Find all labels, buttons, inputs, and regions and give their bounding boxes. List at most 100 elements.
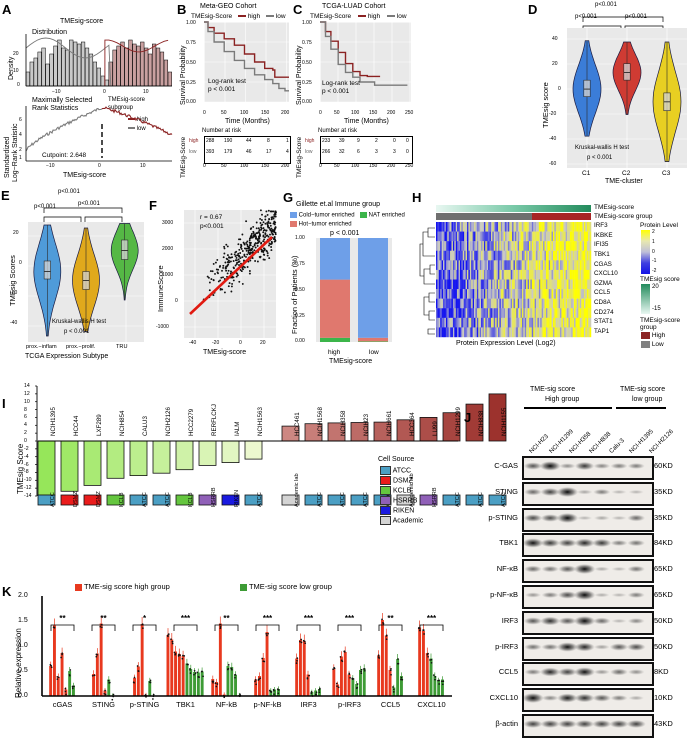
panel-g-ytick: 0.50 — [295, 287, 305, 293]
panel-b-risk-xtick: 0 — [203, 163, 206, 169]
panel-b-legend-high: high — [238, 13, 260, 20]
panel-j-blot-row: C-GAS 60KD — [460, 456, 700, 480]
panel-f-ytick: 2000 — [162, 246, 174, 252]
panel-a-rank-ytick-2: 2 — [19, 147, 22, 153]
panel-c-legend-low-label: low — [396, 13, 407, 20]
panel-h-heatmap — [436, 222, 592, 338]
panel-a: A TMEsig-score Distribution Density 0 10… — [0, 0, 175, 185]
panel-b-risk-xtick: 100 — [240, 163, 249, 169]
panel-f-ytick: -1000 — [156, 324, 169, 330]
panel-i-source-label: RIKEN — [233, 489, 240, 507]
panel-c-xtick: 200 — [387, 110, 396, 116]
panel-j-lane-label: NCI-H23 — [528, 432, 550, 455]
panel-j-mw-label: 43KD — [654, 719, 673, 728]
panel-k: K TME-sig score high group TME-sig score… — [0, 560, 460, 742]
panel-j-protein-label: CCL5 — [498, 667, 518, 677]
panel-b-risk-cell: 190 — [224, 138, 233, 144]
panel-b-risk-cell: 44 — [246, 138, 252, 144]
panel-i-ytick: 12 — [24, 390, 30, 397]
panel-e-xtick-0: prox.−inflam — [26, 344, 57, 350]
panel-j-group-low-1: TME-sig score — [620, 386, 666, 393]
k-low-swatch — [240, 583, 247, 591]
panel-d-ytick: 20 — [552, 61, 558, 67]
panel-b-ytick-000: 0.00 — [186, 99, 196, 105]
panel-j-protein-label: IRF3 — [501, 615, 518, 625]
panel-i-ytick: -4 — [24, 453, 29, 460]
panel-g: G Gillette et.al Immune group Cold−tumor… — [282, 186, 410, 368]
hot-swatch — [290, 221, 297, 227]
panel-i-legend-item-label: Academic — [392, 517, 424, 525]
panel-h: H TMEsig-score TMEsig-score group IRF3 IK… — [410, 186, 700, 368]
panel-k-significance-marker: ** — [387, 614, 394, 623]
panel-i-cellline-label: NCIH661 — [385, 410, 393, 436]
panel-c-risk-cell: 233 — [322, 138, 331, 144]
panel-k-significance-bracket — [91, 624, 116, 631]
source-swatch — [380, 466, 391, 475]
panel-a-ylabel-1: Standardized — [4, 136, 11, 178]
panel-a-legend-low-label: low — [136, 126, 146, 132]
panel-b-risk-row-low-label: low — [189, 149, 197, 155]
panel-h-legend-score-tick: 20 — [652, 284, 659, 290]
panel-c-km-plot — [320, 21, 411, 103]
panel-i-source-label: DSMZ — [95, 491, 102, 507]
panel-a-ylabel-2: Log−Rank Statistic — [12, 123, 19, 182]
panel-k-legend-low: TME-sig score low group — [240, 582, 332, 591]
panel-k-significance-bracket — [419, 624, 444, 631]
panel-k-ytick: 0.0 — [18, 692, 28, 699]
panel-c-xtick: 250 — [405, 110, 414, 116]
panel-g-legend-nat-label: NAT enriched — [368, 212, 405, 219]
panel-j-blot-image — [522, 559, 654, 584]
panel-j-blot-row: STING 35KD — [460, 481, 700, 506]
panel-i-cellline-label: HCC44 — [72, 415, 80, 436]
panel-i-source-label: ATCC — [362, 492, 369, 507]
panel-j-blot-row: p-IRF3 50KD — [460, 636, 700, 661]
panel-j-label: J — [464, 410, 472, 425]
panel-j-protein-label: C-GAS — [494, 461, 518, 470]
panel-b-risk-cell: 1 — [286, 138, 289, 144]
panel-j-group-low-rule — [616, 407, 666, 409]
panel-h-gene-label: IKBKE — [594, 231, 613, 239]
panel-h-legend-group-title-1: TMEsig-score — [640, 317, 681, 324]
panel-b-test-2: p < 0.001 — [208, 86, 236, 93]
panel-d-label: D — [528, 2, 538, 17]
panel-i-ytick: 14 — [24, 383, 30, 389]
panel-h-anno-label-score: TMEsig-score — [594, 204, 635, 211]
panel-k-significance-marker: *** — [303, 614, 314, 623]
panel-j-group-high-1: TME-sig score — [530, 386, 576, 393]
panel-h-dendrogram — [419, 227, 435, 335]
panel-k-xlabel-item: STING — [92, 700, 115, 709]
panel-k-ytick: 1.5 — [18, 617, 28, 624]
panel-h-gene-label: IFI35 — [594, 241, 609, 249]
panel-b-risk-cell: 179 — [224, 149, 233, 155]
panel-c-legend-high: high — [358, 13, 380, 20]
panel-j-blot-row: p-NF-κB 65KD — [460, 585, 700, 609]
panel-k-significance-marker: *** — [180, 614, 191, 623]
panel-f-xtick: 20 — [260, 340, 266, 346]
panel-b-ytick-100: 1.00 — [186, 20, 196, 26]
panel-i-ytick: 2 — [24, 430, 27, 437]
panel-b-risk-title: Number at risk — [202, 128, 242, 134]
panel-i-source-label: ATCC — [339, 492, 346, 507]
panel-c-risk-xtick: 50 — [334, 163, 340, 169]
panel-h-gene-label: CD274 — [594, 308, 614, 316]
panel-i-cellline-label: NCIH1568 — [316, 407, 324, 436]
low-swatch — [641, 341, 650, 348]
panel-g-ytick: 0.25 — [295, 313, 305, 319]
panel-d-xtick-c3: C3 — [662, 170, 671, 177]
panel-a-ytick-10: 10 — [13, 68, 19, 74]
panel-b-ytick-050: 0.50 — [186, 60, 196, 66]
panel-j-blot-row: β-actin 43KD — [460, 714, 700, 738]
panel-i-legend-item: RIKEN — [380, 506, 414, 515]
panel-j-mw-label: 8KD — [654, 667, 669, 677]
source-swatch — [380, 516, 391, 525]
panel-j-blot-image — [522, 481, 654, 506]
panel-a-xtick-neg10: −10 — [52, 89, 61, 95]
panel-b-xtick-150: 150 — [261, 110, 270, 116]
panel-h-legend-protein-tick: 2 — [652, 229, 655, 235]
panel-b-risk-table — [204, 136, 291, 164]
panel-b-risk-cell: 17 — [266, 149, 272, 155]
panel-c-risk-cell: 0 — [406, 149, 409, 155]
panel-g-title: Gillette et.al Immune group — [296, 201, 381, 208]
panel-k-significance-bracket — [50, 624, 75, 631]
panel-k-label: K — [2, 584, 12, 599]
